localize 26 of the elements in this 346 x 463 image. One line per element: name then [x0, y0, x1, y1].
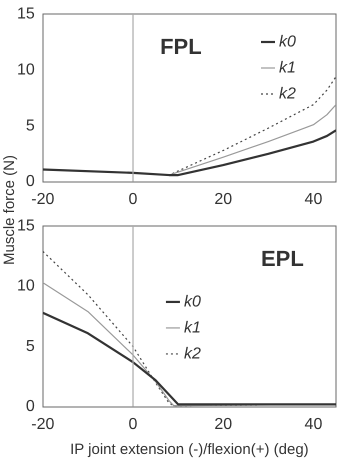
- y-tick-label: 10: [17, 278, 35, 295]
- legend-label: k0: [184, 293, 201, 310]
- y-tick-label: 0: [26, 398, 35, 416]
- y-tick-label: 15: [17, 217, 35, 234]
- x-tick-label: 20: [214, 416, 232, 433]
- text: EPL: [261, 246, 304, 272]
- y-tick-label: 15: [17, 5, 35, 22]
- text: FPL: [160, 34, 202, 60]
- x-tick-label: 20: [214, 190, 232, 208]
- y-tick-label: 0: [26, 173, 35, 190]
- x-tick-label: 0: [128, 416, 138, 433]
- x-axis-title: IP joint extension (-)/flexion(+) (deg): [70, 441, 309, 458]
- x-tick-label: 40: [304, 416, 322, 433]
- y-axis-title: Muscle force (N): [1, 154, 18, 266]
- y-tick-label: 10: [17, 61, 35, 78]
- legend-label: k1: [184, 319, 201, 336]
- legend-label: k0: [279, 33, 296, 50]
- y-tick-label: 5: [26, 338, 35, 355]
- x-tick-label: 40: [304, 190, 322, 208]
- x-tick-label: -20: [31, 190, 54, 208]
- legend-label: k2: [184, 345, 201, 362]
- y-tick-label: 5: [26, 117, 35, 134]
- x-tick-label: -20: [31, 416, 54, 433]
- x-tick-label: 0: [128, 190, 138, 208]
- legend-label: k1: [279, 59, 296, 76]
- legend-label: k2: [279, 85, 296, 102]
